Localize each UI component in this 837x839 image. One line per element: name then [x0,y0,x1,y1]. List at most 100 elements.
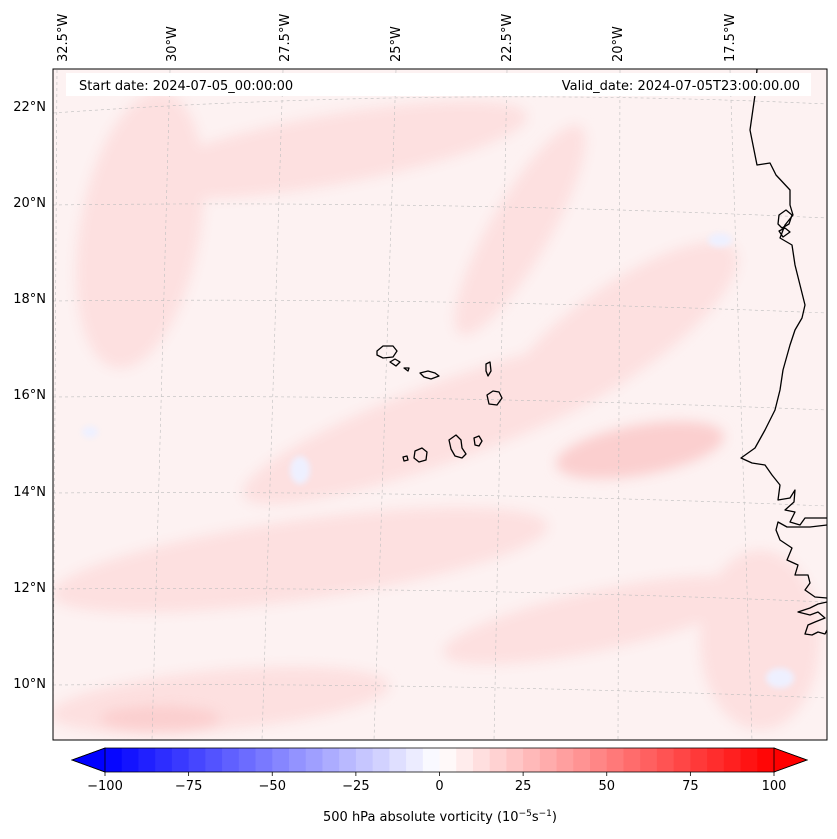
colorbar-swatch [623,748,641,772]
colorbar-swatch [656,748,675,772]
colorbar-swatch [573,748,591,772]
meridian-line [151,69,171,740]
map-frame [52,68,828,741]
colorbar-swatch [640,748,658,772]
negative-vorticity-spot [766,668,794,688]
colorbar-swatch [255,748,273,772]
colorbar-swatches [105,748,775,772]
colorbar-swatch [288,748,307,772]
meridian-line [617,69,621,740]
colorbar-swatch [205,748,223,772]
negative-vorticity-spot [708,233,732,247]
colorbar-swatch [757,748,775,772]
parallel-line [53,684,827,699]
negative-vorticity-spot [290,456,310,484]
guinea-coastline [797,601,827,636]
lat-label: 16°N [13,388,46,403]
vorticity-maximum [556,421,724,479]
colorbar-label-text: 500 hPa absolute vorticity (10 [323,810,519,825]
colorbar-swatch [238,748,256,772]
vorticity-band [132,101,528,199]
map-panel: Start date: 2024-07-05_00:00:00 Valid_da… [52,68,828,741]
island-sao-nicolau [419,370,440,380]
colorbar-swatch [422,748,440,772]
lon-label: 25°W [389,26,404,62]
island-boa-vista [486,390,503,406]
colorbar-label-close: ) [552,810,557,825]
island-brava [402,455,409,462]
colorbar-swatch [556,748,574,772]
colorbar-swatch [372,748,390,772]
meridian-line [729,69,753,740]
colorbar-swatch [707,748,725,772]
colorbar-swatch [305,748,323,772]
colorbar-tick-label: −25 [342,779,369,794]
colorbar-tick-label: 100 [762,779,787,794]
valid-date-label: Valid_date: 2024-07-05T23:00:00.00 [562,79,800,94]
colorbar-tick-label: −75 [175,779,202,794]
colorbar-swatch [339,748,357,772]
colorbar-swatch [322,748,340,772]
coastlines [740,69,827,636]
colorbar-swatch [690,748,708,772]
parallel-line [53,299,827,314]
colorbar-swatch [590,748,608,772]
african-coastline [740,69,827,526]
vorticity-band [242,335,658,505]
coastal-island [778,227,791,238]
lat-label: 14°N [13,485,46,500]
lon-label: 20°W [611,26,626,62]
colorbar-swatch [188,748,206,772]
lat-label: 12°N [13,581,46,596]
lon-label: 27.5°W [278,14,293,62]
colorbar-swatch [171,748,190,772]
colorbar-tick-label: 0 [435,779,443,794]
parallel-line [53,588,827,603]
meridian-line [493,69,508,740]
colorbar-label-exponent: −5 [519,809,532,819]
cape-verde-islands [376,345,503,463]
coastal-island [777,209,793,229]
colorbar: −100 −75 −50 −25 0 25 50 75 100 500 hPa absolute… [70,747,809,825]
colorbar-swatch [138,748,156,772]
colorbar-swatch [673,748,691,772]
colorbar-swatch [355,748,374,772]
colorbar-swatch [389,748,407,772]
lat-label: 22°N [13,100,46,115]
colorbar-tick-label: 75 [682,779,699,794]
island-santo-antao [376,345,398,359]
colorbar-swatch [506,748,524,772]
colorbar-tick-label: −100 [87,779,123,794]
lat-label: 18°N [13,292,46,307]
colorbar-label-exponent: −1 [539,809,552,819]
start-date-label: Start date: 2024-07-05_00:00:00 [79,79,293,94]
longitude-labels: 32.5°W 30°W 27.5°W 25°W 22.5°W 20°W 17.5… [56,14,738,62]
colorbar-swatch [105,748,123,772]
lon-label: 22.5°W [500,14,515,62]
lon-label: 17.5°W [723,14,738,62]
meridian-line [261,69,284,740]
colorbar-ticks: −100 −75 −50 −25 0 25 50 75 100 [87,772,786,794]
colorbar-swatch [723,748,741,772]
guinea-bissau-coastline [775,521,827,599]
island-maio [473,435,483,447]
colorbar-swatch [740,748,758,772]
header-background [66,73,811,96]
island-fogo [413,447,428,463]
colorbar-tick-label: −50 [259,779,286,794]
vorticity-field [53,91,820,734]
vorticity-maximum [100,706,220,730]
colorbar-swatch [439,748,457,772]
parallel-line [53,396,827,411]
colorbar-swatch [155,748,173,772]
vorticity-band [53,507,548,613]
colorbar-extend-min [70,747,106,773]
colorbar-label-unit: s [532,810,539,825]
negative-vorticity-spot [82,426,98,438]
lat-label: 10°N [13,677,46,692]
colorbar-tick-label: 50 [598,779,615,794]
colorbar-extend-max [773,747,809,773]
colorbar-swatch [472,748,491,772]
colorbar-tick-label: 25 [515,779,532,794]
